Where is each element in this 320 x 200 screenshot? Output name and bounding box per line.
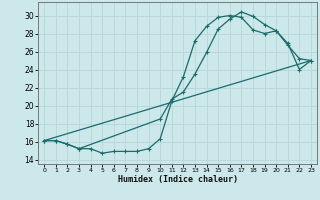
X-axis label: Humidex (Indice chaleur): Humidex (Indice chaleur) bbox=[118, 175, 238, 184]
